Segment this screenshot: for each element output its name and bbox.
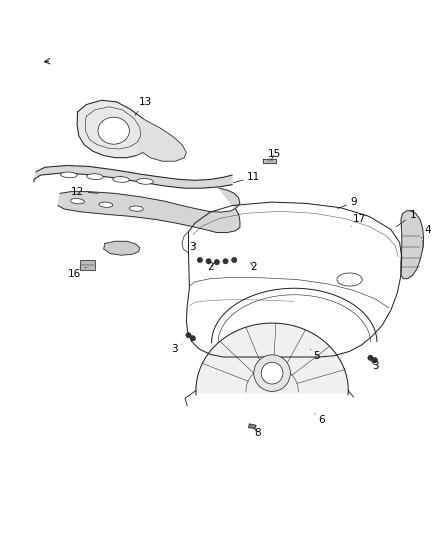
Ellipse shape [98, 117, 129, 144]
Text: 1: 1 [396, 210, 416, 227]
Ellipse shape [60, 172, 77, 177]
Ellipse shape [113, 176, 129, 182]
Ellipse shape [71, 199, 85, 204]
Text: 17: 17 [351, 214, 366, 227]
Circle shape [190, 336, 195, 341]
Circle shape [206, 259, 211, 264]
Circle shape [214, 260, 219, 265]
FancyBboxPatch shape [80, 261, 95, 270]
Text: 11: 11 [233, 172, 261, 183]
Circle shape [372, 358, 378, 362]
Text: 4: 4 [421, 224, 431, 238]
Text: 3: 3 [171, 344, 182, 354]
Text: 3: 3 [371, 361, 379, 371]
Ellipse shape [137, 179, 153, 184]
Circle shape [197, 257, 202, 263]
Polygon shape [186, 202, 402, 357]
Text: 12: 12 [71, 187, 98, 197]
Polygon shape [401, 211, 424, 279]
Text: 6: 6 [315, 414, 325, 425]
Polygon shape [58, 188, 240, 232]
Circle shape [261, 362, 283, 384]
Ellipse shape [99, 202, 113, 207]
Ellipse shape [129, 206, 143, 211]
Text: 16: 16 [68, 268, 86, 279]
Polygon shape [196, 323, 348, 395]
Ellipse shape [337, 273, 362, 286]
Polygon shape [34, 166, 232, 188]
Polygon shape [77, 100, 153, 158]
Ellipse shape [87, 174, 103, 180]
Polygon shape [136, 119, 186, 161]
Polygon shape [249, 424, 256, 429]
Polygon shape [263, 159, 276, 163]
Circle shape [254, 355, 290, 391]
Text: 15: 15 [268, 149, 281, 160]
Text: 8: 8 [254, 428, 261, 438]
Polygon shape [104, 241, 140, 255]
Text: 9: 9 [338, 197, 357, 208]
Circle shape [186, 333, 191, 338]
Circle shape [223, 259, 228, 264]
Circle shape [232, 257, 237, 263]
Text: 5: 5 [311, 349, 320, 361]
Circle shape [368, 356, 373, 360]
Text: 2: 2 [207, 262, 214, 272]
Text: 3: 3 [189, 242, 196, 252]
Text: 13: 13 [135, 98, 152, 115]
Text: 2: 2 [250, 262, 257, 272]
